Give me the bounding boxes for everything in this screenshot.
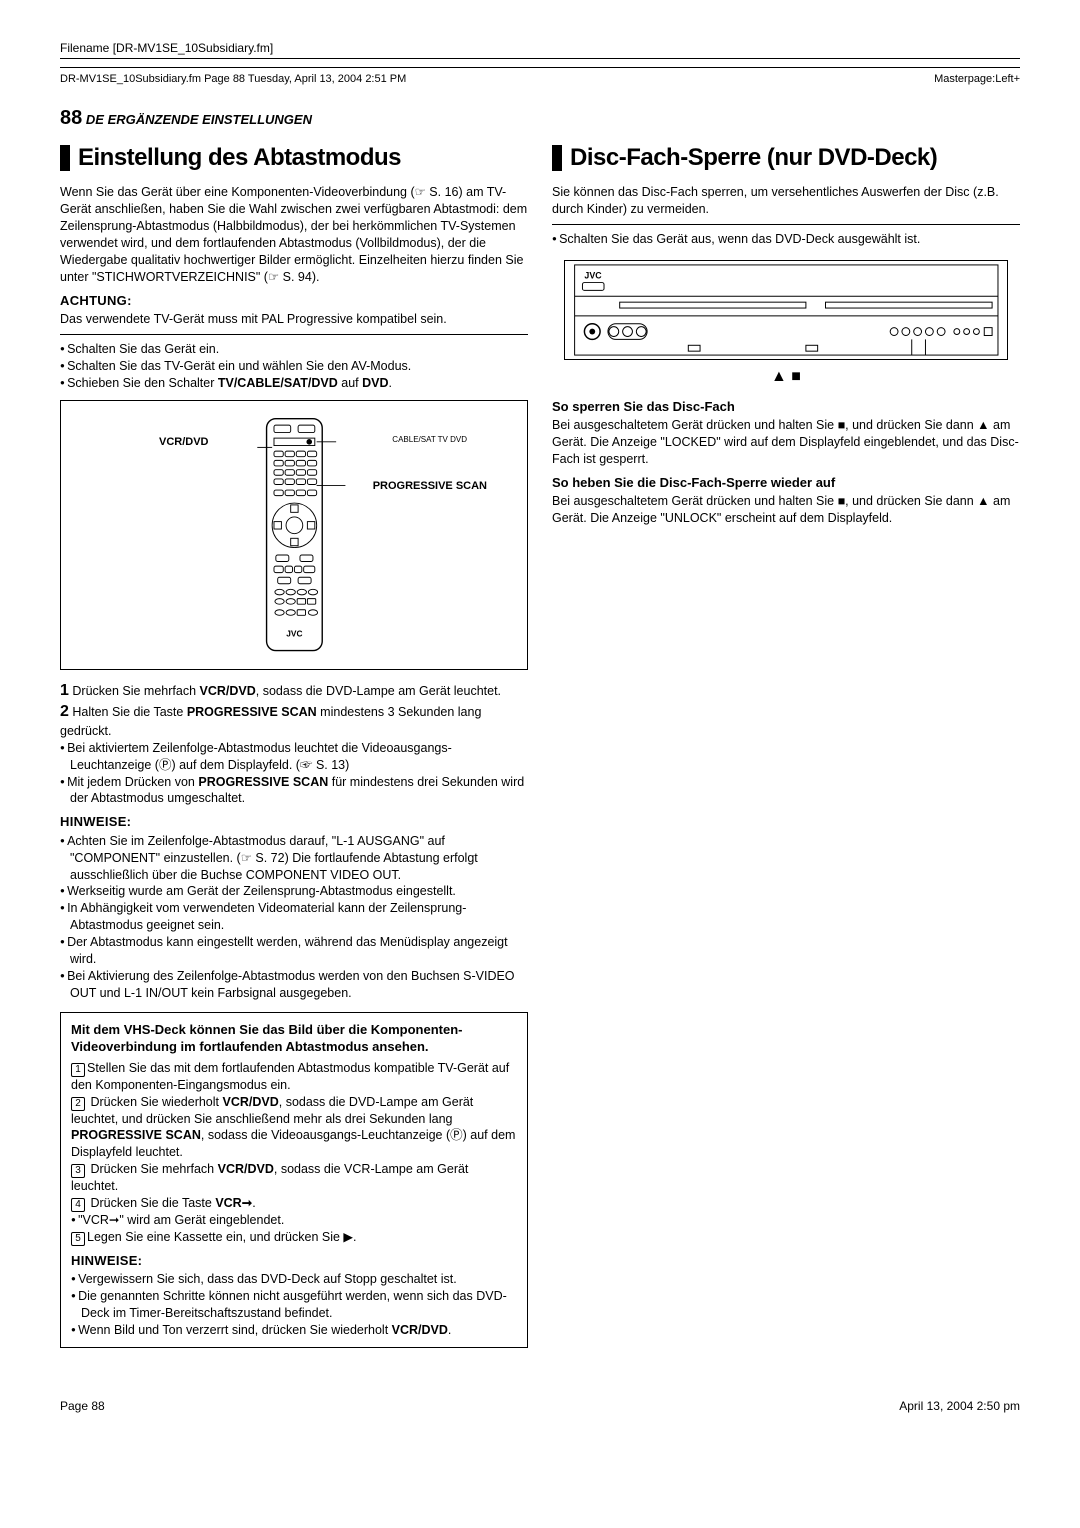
- list-item: Wenn Bild und Ton verzerrt sind, drücken…: [71, 1322, 517, 1339]
- hinweise-heading: HINWEISE:: [60, 813, 528, 831]
- list-item: Die genannten Schritte können nicht ausg…: [71, 1288, 517, 1322]
- filename-header: Filename [DR-MV1SE_10Subsidiary.fm]: [60, 40, 1020, 59]
- boxed-step: 1Stellen Sie das mit dem fortlaufenden A…: [71, 1060, 517, 1094]
- boxed-step: 5Legen Sie eine Kassette ein, und drücke…: [71, 1229, 517, 1246]
- device-front-panel-diagram: JVC: [564, 260, 1009, 360]
- framemaker-pageline: DR-MV1SE_10Subsidiary.fm Page 88 Tuesday…: [60, 72, 406, 87]
- list-item: Schalten Sie das Gerät aus, wenn das DVD…: [552, 231, 1020, 248]
- page-footer: Page 88 April 13, 2004 2:50 pm: [60, 1398, 1020, 1414]
- list-item: Vergewissern Sie sich, dass das DVD-Deck…: [71, 1271, 517, 1288]
- progressive-scan-label: PROGRESSIVE SCAN: [373, 479, 487, 494]
- vhs-info-box: Mit dem VHS-Deck können Sie das Bild übe…: [60, 1012, 528, 1348]
- right-intro-text: Sie können das Disc-Fach sperren, um ver…: [552, 184, 1020, 218]
- right-heading: Disc-Fach-Sperre (nur DVD-Deck): [570, 142, 937, 174]
- list-item: Werkseitig wurde am Gerät der Zeilenspru…: [60, 883, 528, 900]
- prep-item: Schalten Sie das Gerät ein.: [60, 341, 528, 358]
- remote-diagram: VCR/DVD CABLE/SAT TV DVD PROGRESSIVE SCA…: [60, 400, 528, 670]
- boxed-sub-bullet: "VCR➞" wird am Gerät eingeblendet.: [71, 1212, 517, 1229]
- list-item: In Abhängigkeit vom verwendeten Videomat…: [60, 900, 528, 934]
- achtung-heading: ACHTUNG:: [60, 292, 528, 310]
- svg-text:JVC: JVC: [584, 271, 602, 281]
- lock-heading: So sperren Sie das Disc-Fach: [552, 398, 1020, 416]
- divider-line: [552, 224, 1020, 225]
- list-item: Bei Aktivierung des Zeilenfolge-Abtastmo…: [60, 968, 528, 1002]
- list-item: Achten Sie im Zeilenfolge-Abtastmodus da…: [60, 833, 528, 884]
- box-title: Mit dem VHS-Deck können Sie das Bild übe…: [71, 1021, 517, 1056]
- right-title-block: Disc-Fach-Sperre (nur DVD-Deck): [552, 142, 1020, 174]
- section-header: 88 DE ERGÄNZENDE EINSTELLUNGEN: [60, 105, 1020, 132]
- device-svg-icon: JVC: [565, 261, 1008, 359]
- page-number: 88: [60, 107, 82, 129]
- footer-timestamp: April 13, 2004 2:50 pm: [899, 1398, 1020, 1414]
- hinweise-heading-2: HINWEISE:: [71, 1252, 517, 1270]
- lock-body: Bei ausgeschaltetem Gerät drücken und ha…: [552, 417, 1020, 468]
- list-item: Bei aktiviertem Zeilenfolge-Abtastmodus …: [60, 740, 528, 774]
- achtung-body: Das verwendete TV-Gerät muss mit PAL Pro…: [60, 311, 528, 328]
- step-1: 1 Drücken Sie mehrfach VCR/DVD, sodass d…: [60, 680, 528, 702]
- footer-page: Page 88: [60, 1398, 105, 1414]
- left-heading: Einstellung des Abtastmodus: [78, 142, 401, 174]
- unlock-body: Bei ausgeschaltetem Gerät drücken und ha…: [552, 493, 1020, 527]
- title-bar-icon: [60, 145, 70, 171]
- page-meta-line: DR-MV1SE_10Subsidiary.fm Page 88 Tuesday…: [60, 67, 1020, 87]
- boxed-step: 3 Drücken Sie mehrfach VCR/DVD, sodass d…: [71, 1161, 517, 1195]
- hinweise-list-2: Vergewissern Sie sich, dass das DVD-Deck…: [71, 1271, 517, 1339]
- step2-notes: Bei aktiviertem Zeilenfolge-Abtastmodus …: [60, 740, 528, 808]
- prep-list: Schalten Sie das Gerät ein. Schalten Sie…: [60, 341, 528, 392]
- left-column: Einstellung des Abtastmodus Wenn Sie das…: [60, 142, 528, 1348]
- masterpage-label: Masterpage:Left+: [934, 72, 1020, 87]
- left-intro-text: Wenn Sie das Gerät über eine Komponenten…: [60, 184, 528, 285]
- device-arrow-labels: ▲ ■: [552, 366, 1020, 388]
- hinweise-list-1: Achten Sie im Zeilenfolge-Abtastmodus da…: [60, 833, 528, 1002]
- page-lang: DE: [86, 112, 104, 127]
- left-title-block: Einstellung des Abtastmodus: [60, 142, 528, 174]
- list-item: Der Abtastmodus kann eingestellt werden,…: [60, 934, 528, 968]
- right-prep-list: Schalten Sie das Gerät aus, wenn das DVD…: [552, 231, 1020, 248]
- right-column: Disc-Fach-Sperre (nur DVD-Deck) Sie könn…: [552, 142, 1020, 1348]
- prep-item: Schalten Sie das TV-Gerät ein und wählen…: [60, 358, 528, 375]
- boxed-step: 2 Drücken Sie wiederholt VCR/DVD, sodass…: [71, 1094, 517, 1162]
- vcr-dvd-label: VCR/DVD: [159, 435, 209, 450]
- divider-line: [60, 334, 528, 335]
- remote-svg-icon: JVC: [108, 414, 481, 655]
- title-bar-icon: [552, 145, 562, 171]
- list-item: "VCR➞" wird am Gerät eingeblendet.: [71, 1212, 517, 1229]
- step-2: 2 Halten Sie die Taste PROGRESSIVE SCAN …: [60, 701, 528, 739]
- list-item: Mit jedem Drücken von PROGRESSIVE SCAN f…: [60, 774, 528, 808]
- prep-item: Schieben Sie den Schalter TV/CABLE/SAT/D…: [60, 375, 528, 392]
- remote-brand-label: JVC: [286, 629, 302, 639]
- boxed-step: 4 Drücken Sie die Taste VCR➞.: [71, 1195, 517, 1212]
- switch-label: CABLE/SAT TV DVD: [392, 435, 467, 446]
- unlock-heading: So heben Sie die Disc-Fach-Sperre wieder…: [552, 474, 1020, 492]
- section-name: ERGÄNZENDE EINSTELLUNGEN: [108, 112, 312, 127]
